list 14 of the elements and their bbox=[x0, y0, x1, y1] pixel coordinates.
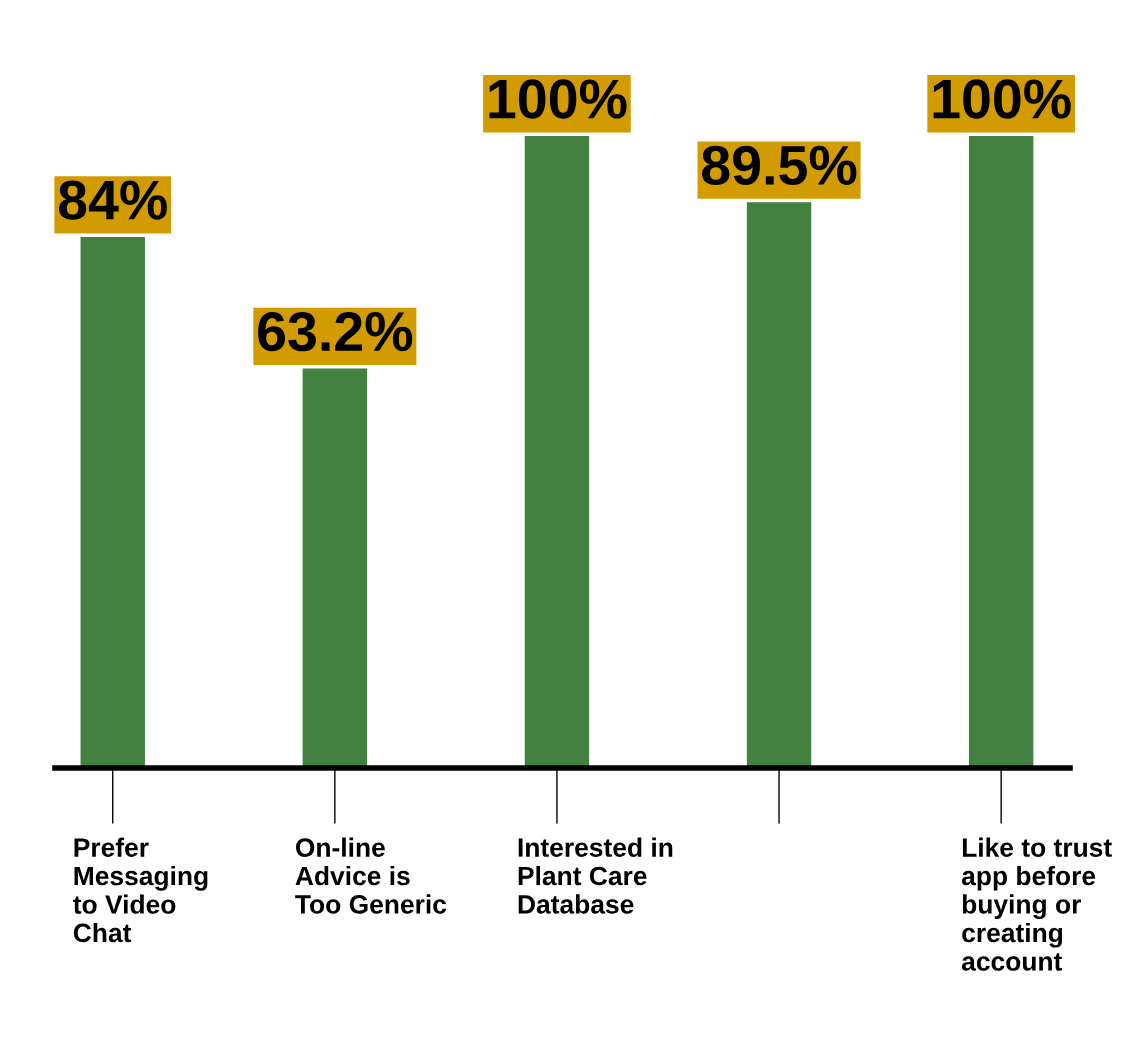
data-label: 84% bbox=[58, 180, 167, 220]
bar bbox=[746, 202, 812, 768]
data-label: 63.2% bbox=[258, 311, 413, 352]
bar bbox=[968, 136, 1034, 768]
data-label: 100% bbox=[489, 79, 627, 119]
x-tick-label: Like to trust app before buying or creating account bbox=[961, 837, 1112, 971]
data-label: 100% bbox=[933, 79, 1071, 119]
x-tick-label: Interested in Plant Care Database bbox=[518, 837, 673, 914]
bar bbox=[524, 136, 590, 768]
x-tick-label: On-line Advice is Too Generic bbox=[295, 837, 447, 914]
data-label: 89.5% bbox=[702, 145, 857, 186]
bar bbox=[302, 368, 368, 768]
bar bbox=[80, 237, 145, 768]
x-tick-label: Prefer Messaging to Video Chat bbox=[73, 837, 208, 943]
